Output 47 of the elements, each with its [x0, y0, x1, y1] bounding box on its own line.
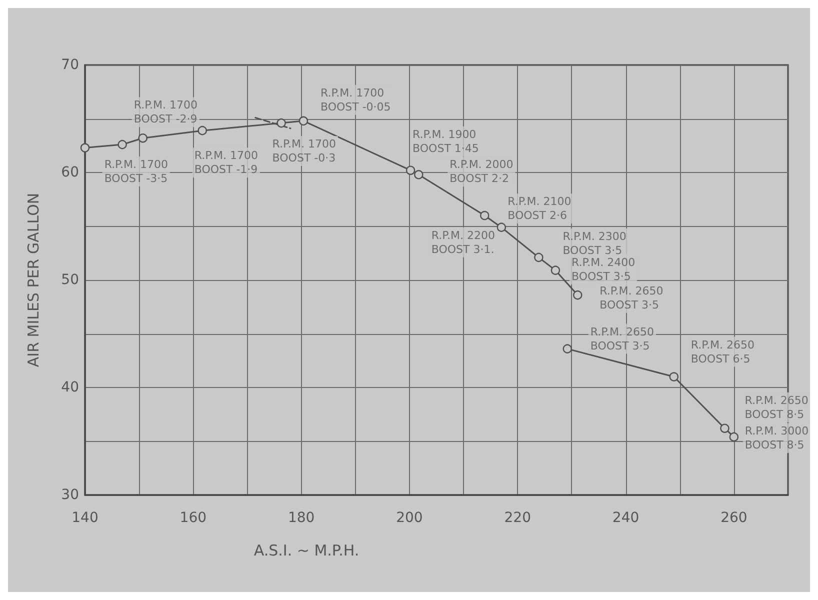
- annotation: R.P.M. 2650 BOOST 3·5: [590, 325, 654, 352]
- annotation: R.P.M. 1900 BOOST 1·45: [412, 128, 479, 155]
- x-axis-title: A.S.I. ~ M.P.H.: [254, 542, 360, 560]
- x-tick-label: 260: [720, 510, 748, 526]
- annotation: R.P.M. 1700 BOOST -0·05: [320, 86, 391, 114]
- x-tick-label: 180: [288, 510, 315, 526]
- annotation: R.P.M. 2100 BOOST 2·6: [508, 195, 572, 222]
- y-tick-label: 70: [61, 57, 79, 73]
- x-tick-label: 160: [180, 510, 207, 526]
- annotation: R.P.M. 1700 BOOST -1·9: [194, 149, 258, 176]
- annotation: R.P.M. 3000 BOOST 8·5: [744, 424, 809, 452]
- point: [118, 140, 127, 150]
- point: [298, 116, 308, 126]
- point: [198, 126, 207, 136]
- point: [669, 372, 678, 382]
- x-tick-label: 220: [504, 510, 531, 526]
- x-tick-label: 140: [72, 510, 98, 526]
- annotation: R.P.M. 2650 BOOST 6·5: [690, 338, 755, 366]
- annotation: R.P.M. 2000 BOOST 2·2: [450, 158, 514, 186]
- annotation: R.P.M. 2650 BOOST 3·5: [600, 284, 664, 312]
- annotation: R.P.M. 2400 BOOST 3·5: [571, 256, 636, 283]
- point: [720, 424, 730, 433]
- y-axis-title: AIR MILES PER GALLON: [24, 192, 42, 368]
- point: [414, 170, 424, 180]
- point: [496, 222, 506, 232]
- point: [562, 344, 572, 354]
- annotation: R.P.M. 1700 BOOST -2·9: [134, 98, 198, 126]
- point: [534, 252, 544, 262]
- x-tick-label: 240: [612, 510, 640, 526]
- point: [480, 210, 490, 220]
- point: [729, 432, 739, 442]
- point: [550, 266, 560, 275]
- annotation: R.P.M. 2200 BOOST 3·1.: [431, 228, 496, 256]
- y-tick-label: 50: [61, 272, 79, 288]
- y-tick-label: 30: [61, 487, 79, 503]
- annotation: R.P.M. 1700 BOOST -3·5: [104, 158, 168, 186]
- point: [138, 134, 148, 143]
- y-tick-label: 60: [61, 164, 79, 180]
- point: [80, 143, 90, 152]
- y-tick-label: 40: [61, 380, 79, 396]
- annotation: R.P.M. 2650 BOOST 8·5: [744, 394, 808, 421]
- point: [276, 118, 286, 128]
- annotation: R.P.M. 1700 BOOST -0·3: [272, 138, 336, 165]
- point: [406, 166, 416, 175]
- annotation: R.P.M. 2300 BOOST 3·5: [562, 230, 626, 257]
- point: [573, 290, 582, 300]
- x-tick-label: 200: [396, 510, 423, 526]
